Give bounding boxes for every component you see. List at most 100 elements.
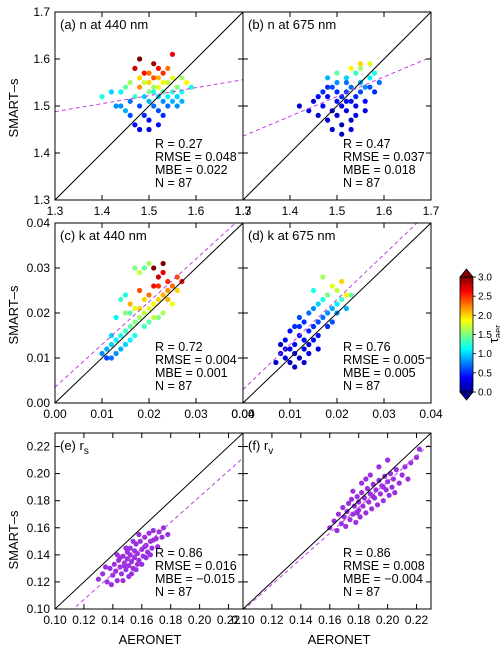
data-point-a-37	[174, 94, 180, 100]
data-point-b-48	[325, 75, 331, 81]
data-point-d-26	[320, 314, 326, 321]
data-point-a-51	[165, 65, 171, 71]
data-point-a-29	[160, 112, 166, 118]
data-point-b-38	[315, 94, 321, 100]
data-point-b-10	[334, 98, 340, 104]
data-point-c-18	[137, 287, 143, 294]
data-point-c-5	[113, 350, 119, 357]
y-tick-label-e-5: 0.20	[27, 467, 51, 481]
data-point-b-18	[343, 75, 349, 81]
data-point-a-48	[141, 79, 147, 86]
x-tick-label-f-3: 0.16	[318, 613, 342, 627]
data-point-a-21	[151, 61, 157, 67]
data-point-b-49	[343, 79, 349, 86]
colorbar-bottom-cap	[459, 391, 474, 401]
fit-line-a	[55, 79, 243, 113]
x-tick-label-a-2: 1.5	[141, 204, 158, 218]
y-axis-label-row1: SMART–s	[6, 78, 21, 137]
data-point-e-48	[142, 544, 148, 550]
panel-frame-f	[242, 432, 432, 610]
data-point-a-11	[141, 94, 147, 100]
data-point-d-0	[273, 359, 279, 366]
colorbar-tick-label-2: 2.0	[478, 311, 492, 322]
data-point-d-5	[287, 346, 293, 352]
data-point-c-32	[160, 310, 166, 316]
data-point-b-44	[348, 65, 354, 71]
data-point-c-44	[137, 269, 143, 276]
data-point-d-28	[325, 310, 331, 316]
stat-f-0: R = 0.86	[343, 546, 391, 560]
stat-d-2: MBE = 0.005	[343, 366, 416, 380]
data-point-e-0	[95, 576, 101, 582]
x-tick-label-e-2: 0.14	[101, 613, 125, 627]
data-point-d-16	[301, 346, 307, 352]
data-point-b-14	[339, 103, 345, 109]
data-point-f-17	[356, 499, 362, 505]
data-point-f-56	[370, 494, 376, 500]
data-point-a-4	[127, 98, 133, 104]
data-point-c-51	[104, 355, 110, 361]
data-point-e-35	[150, 527, 156, 534]
data-point-f-51	[350, 488, 356, 494]
x-tick-label-c-2: 0.02	[137, 407, 161, 421]
data-point-a-14	[146, 89, 152, 95]
data-point-b-31	[367, 61, 373, 67]
x-tick-label-f-0: 0.10	[231, 613, 255, 627]
x-tick-label-c-3: 0.03	[184, 407, 208, 421]
data-point-c-16	[137, 314, 143, 321]
data-point-a-20	[151, 103, 157, 109]
data-point-b-25	[357, 89, 364, 95]
data-point-b-4	[320, 103, 326, 109]
data-point-b-43	[362, 108, 368, 114]
data-point-e-25	[136, 557, 142, 563]
data-point-b-28	[362, 98, 368, 104]
data-point-a-3	[122, 108, 129, 114]
y-tick-label-c-1: 0.01	[27, 351, 51, 365]
data-point-e-29	[142, 534, 148, 540]
data-point-c-17	[137, 305, 143, 312]
y-tick-label-c-3: 0.03	[27, 261, 51, 275]
data-point-d-42	[292, 364, 298, 370]
data-point-a-42	[146, 126, 152, 133]
data-point-f-39	[387, 471, 394, 477]
data-point-e-42	[133, 567, 139, 573]
panel-f: 0.10 0.12 0.14 0.16 0.18 0.20 0.22 (f) rv R = 0.…	[231, 432, 432, 627]
y-tick-label-a-0: 1.3	[33, 193, 50, 207]
data-point-c-34	[165, 287, 171, 294]
data-point-e-49	[147, 552, 153, 558]
data-point-a-46	[108, 89, 114, 95]
points-c	[99, 260, 185, 361]
data-point-d-31	[329, 305, 335, 312]
data-point-a-9	[137, 84, 143, 90]
data-point-b-5	[320, 89, 326, 95]
data-point-a-15	[146, 79, 152, 86]
x-tick-label-b-2: 1.5	[329, 204, 346, 218]
x-tick-label-f-6: 0.22	[405, 613, 429, 627]
data-point-b-7	[325, 94, 331, 100]
data-point-a-16	[146, 98, 152, 104]
y-tick-label-a-3: 1.6	[33, 52, 50, 66]
stat-a-2: MBE = 0.022	[155, 163, 228, 177]
data-point-a-39	[184, 79, 190, 86]
panel-title-e: (e) rs	[60, 438, 89, 457]
data-point-e-26	[137, 538, 143, 544]
data-point-b-33	[372, 70, 378, 76]
panel-title-b: (b) n at 675 nm	[248, 17, 336, 32]
data-point-e-55	[143, 555, 149, 561]
panel-a: 1.3 1.4 1.5 1.6 1.71.31.41.51.61.7(a) n at 4…	[33, 5, 251, 218]
data-point-d-30	[325, 292, 331, 298]
data-point-d-19	[306, 341, 312, 348]
data-point-d-47	[296, 323, 302, 330]
data-point-a-30	[165, 79, 171, 86]
data-point-f-6	[341, 514, 347, 520]
data-point-c-3	[108, 355, 114, 361]
data-point-a-35	[169, 51, 176, 57]
x-tick-label-e-6: 0.22	[217, 613, 241, 627]
x-tick-label-b-0: 1.3	[235, 204, 252, 218]
fit-line-b	[243, 56, 431, 137]
data-point-c-33	[160, 269, 166, 276]
data-point-d-12	[296, 314, 302, 321]
data-point-b-37	[348, 126, 354, 133]
x-tick-label-b-1: 1.4	[282, 204, 299, 218]
